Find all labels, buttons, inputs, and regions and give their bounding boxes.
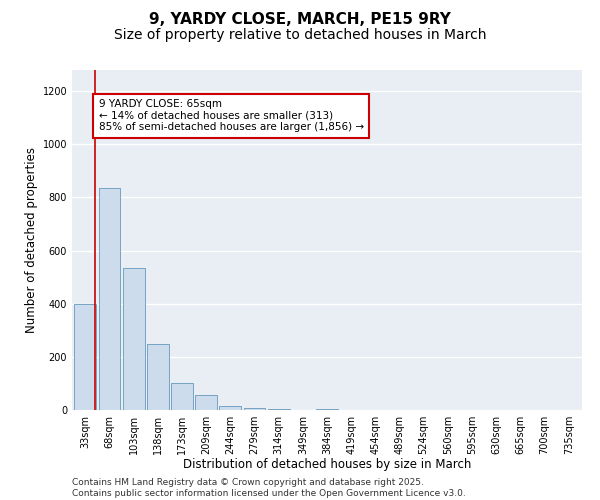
Bar: [244, 408, 265, 410]
Bar: [171, 384, 193, 410]
Bar: [147, 344, 169, 410]
Bar: [268, 409, 290, 410]
Bar: [195, 396, 217, 410]
Text: 9 YARDY CLOSE: 65sqm
← 14% of detached houses are smaller (313)
85% of semi-deta: 9 YARDY CLOSE: 65sqm ← 14% of detached h…: [98, 99, 364, 132]
Text: 9, YARDY CLOSE, MARCH, PE15 9RY: 9, YARDY CLOSE, MARCH, PE15 9RY: [149, 12, 451, 28]
Bar: [123, 268, 145, 410]
Bar: [74, 304, 96, 410]
Text: Contains HM Land Registry data © Crown copyright and database right 2025.
Contai: Contains HM Land Registry data © Crown c…: [72, 478, 466, 498]
Y-axis label: Number of detached properties: Number of detached properties: [25, 147, 38, 333]
Text: Size of property relative to detached houses in March: Size of property relative to detached ho…: [114, 28, 486, 42]
Bar: [220, 406, 241, 410]
Bar: [316, 408, 338, 410]
Bar: [98, 188, 121, 410]
X-axis label: Distribution of detached houses by size in March: Distribution of detached houses by size …: [183, 458, 471, 471]
